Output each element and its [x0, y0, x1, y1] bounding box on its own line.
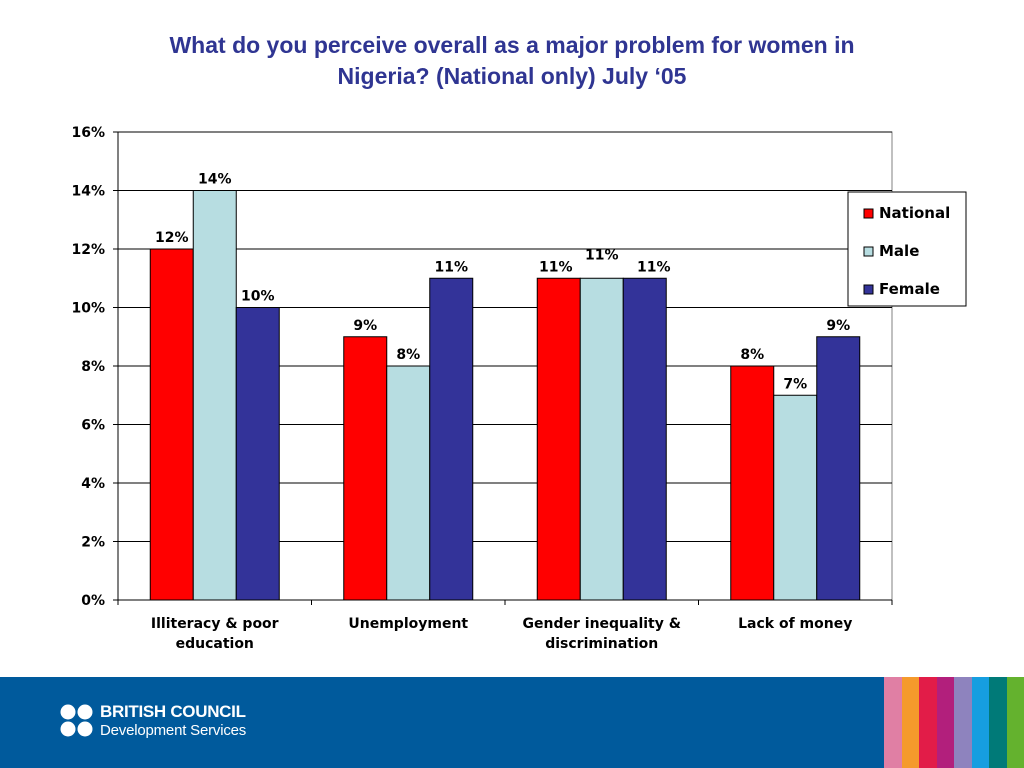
y-tick-label: 8% [81, 359, 105, 375]
color-stripe [1006, 677, 1024, 768]
color-stripe [901, 677, 919, 768]
bar-chart: 0% 2% 4% 6% 8% 10% 12% 14% 16% Illiteracy & poor e… [71, 125, 967, 652]
bar [343, 336, 388, 601]
data-label: 11% [585, 247, 619, 263]
y-tick-label: 4% [81, 476, 105, 492]
bar [730, 365, 775, 601]
data-label: 9% [353, 318, 377, 334]
legend: National Male Female [847, 191, 967, 307]
british-council-logo-icon [60, 704, 93, 737]
color-stripe [971, 677, 989, 768]
y-tick-label: 10% [71, 301, 105, 317]
data-label: 10% [241, 289, 275, 305]
y-tick-label: 16% [71, 125, 105, 141]
logo-text-line-2: Development Services [100, 722, 247, 739]
x-category-label: education [176, 636, 254, 652]
color-stripe [989, 677, 1007, 768]
bar [235, 307, 280, 601]
data-label: 8% [740, 347, 764, 363]
bar [579, 277, 624, 601]
color-stripe [954, 677, 972, 768]
bar [816, 336, 861, 601]
x-category-label: Gender inequality & [523, 616, 681, 632]
color-stripes [884, 677, 1024, 768]
data-label: 9% [826, 318, 850, 334]
bar [386, 365, 431, 601]
color-stripe [936, 677, 954, 768]
data-label: 12% [155, 230, 189, 246]
data-label: 11% [434, 259, 468, 275]
logo-text-line-1: BRITISH COUNCIL [100, 702, 246, 721]
color-stripe [884, 677, 902, 768]
y-tick-label: 6% [81, 418, 105, 434]
y-tick-label: 2% [81, 535, 105, 551]
data-label: 7% [783, 376, 807, 392]
y-tick-label: 14% [71, 184, 105, 200]
legend-swatch [863, 284, 874, 295]
bar [536, 277, 581, 601]
axes: 0% 2% 4% 6% 8% 10% 12% 14% 16% Illiteracy & poor e… [71, 125, 893, 652]
bar [192, 190, 237, 601]
data-label: 11% [637, 259, 671, 275]
y-tick-label: 12% [71, 242, 105, 258]
color-stripe [919, 677, 937, 768]
x-category-label: discrimination [545, 636, 658, 652]
legend-label: Male [879, 242, 919, 260]
legend-swatch [863, 208, 874, 219]
bar [773, 394, 818, 601]
x-category-label: Unemployment [348, 616, 468, 632]
x-category-label: Illiteracy & poor [151, 616, 279, 632]
legend-label: National [879, 204, 950, 222]
slide-title-line-1: What do you perceive overall as a major … [169, 32, 855, 58]
bar [149, 248, 194, 601]
x-category-label: Lack of money [738, 616, 852, 632]
legend-label: Female [879, 280, 940, 298]
slide-title-line-2: Nigeria? (National only) July ‘05 [337, 63, 687, 89]
y-tick-label: 0% [81, 593, 105, 609]
bars [149, 190, 861, 601]
bar [622, 277, 667, 601]
bar [429, 277, 474, 601]
legend-swatch [863, 246, 874, 257]
slide-title: What do you perceive overall as a major … [60, 30, 964, 92]
data-label: 14% [198, 172, 232, 188]
data-label: 8% [396, 347, 420, 363]
data-labels: 12% 14% 10% 9% 8% 11% 11% 11% 11% 8% 7% 9% [155, 172, 850, 393]
data-label: 11% [539, 259, 573, 275]
footer-bar [0, 677, 1024, 768]
